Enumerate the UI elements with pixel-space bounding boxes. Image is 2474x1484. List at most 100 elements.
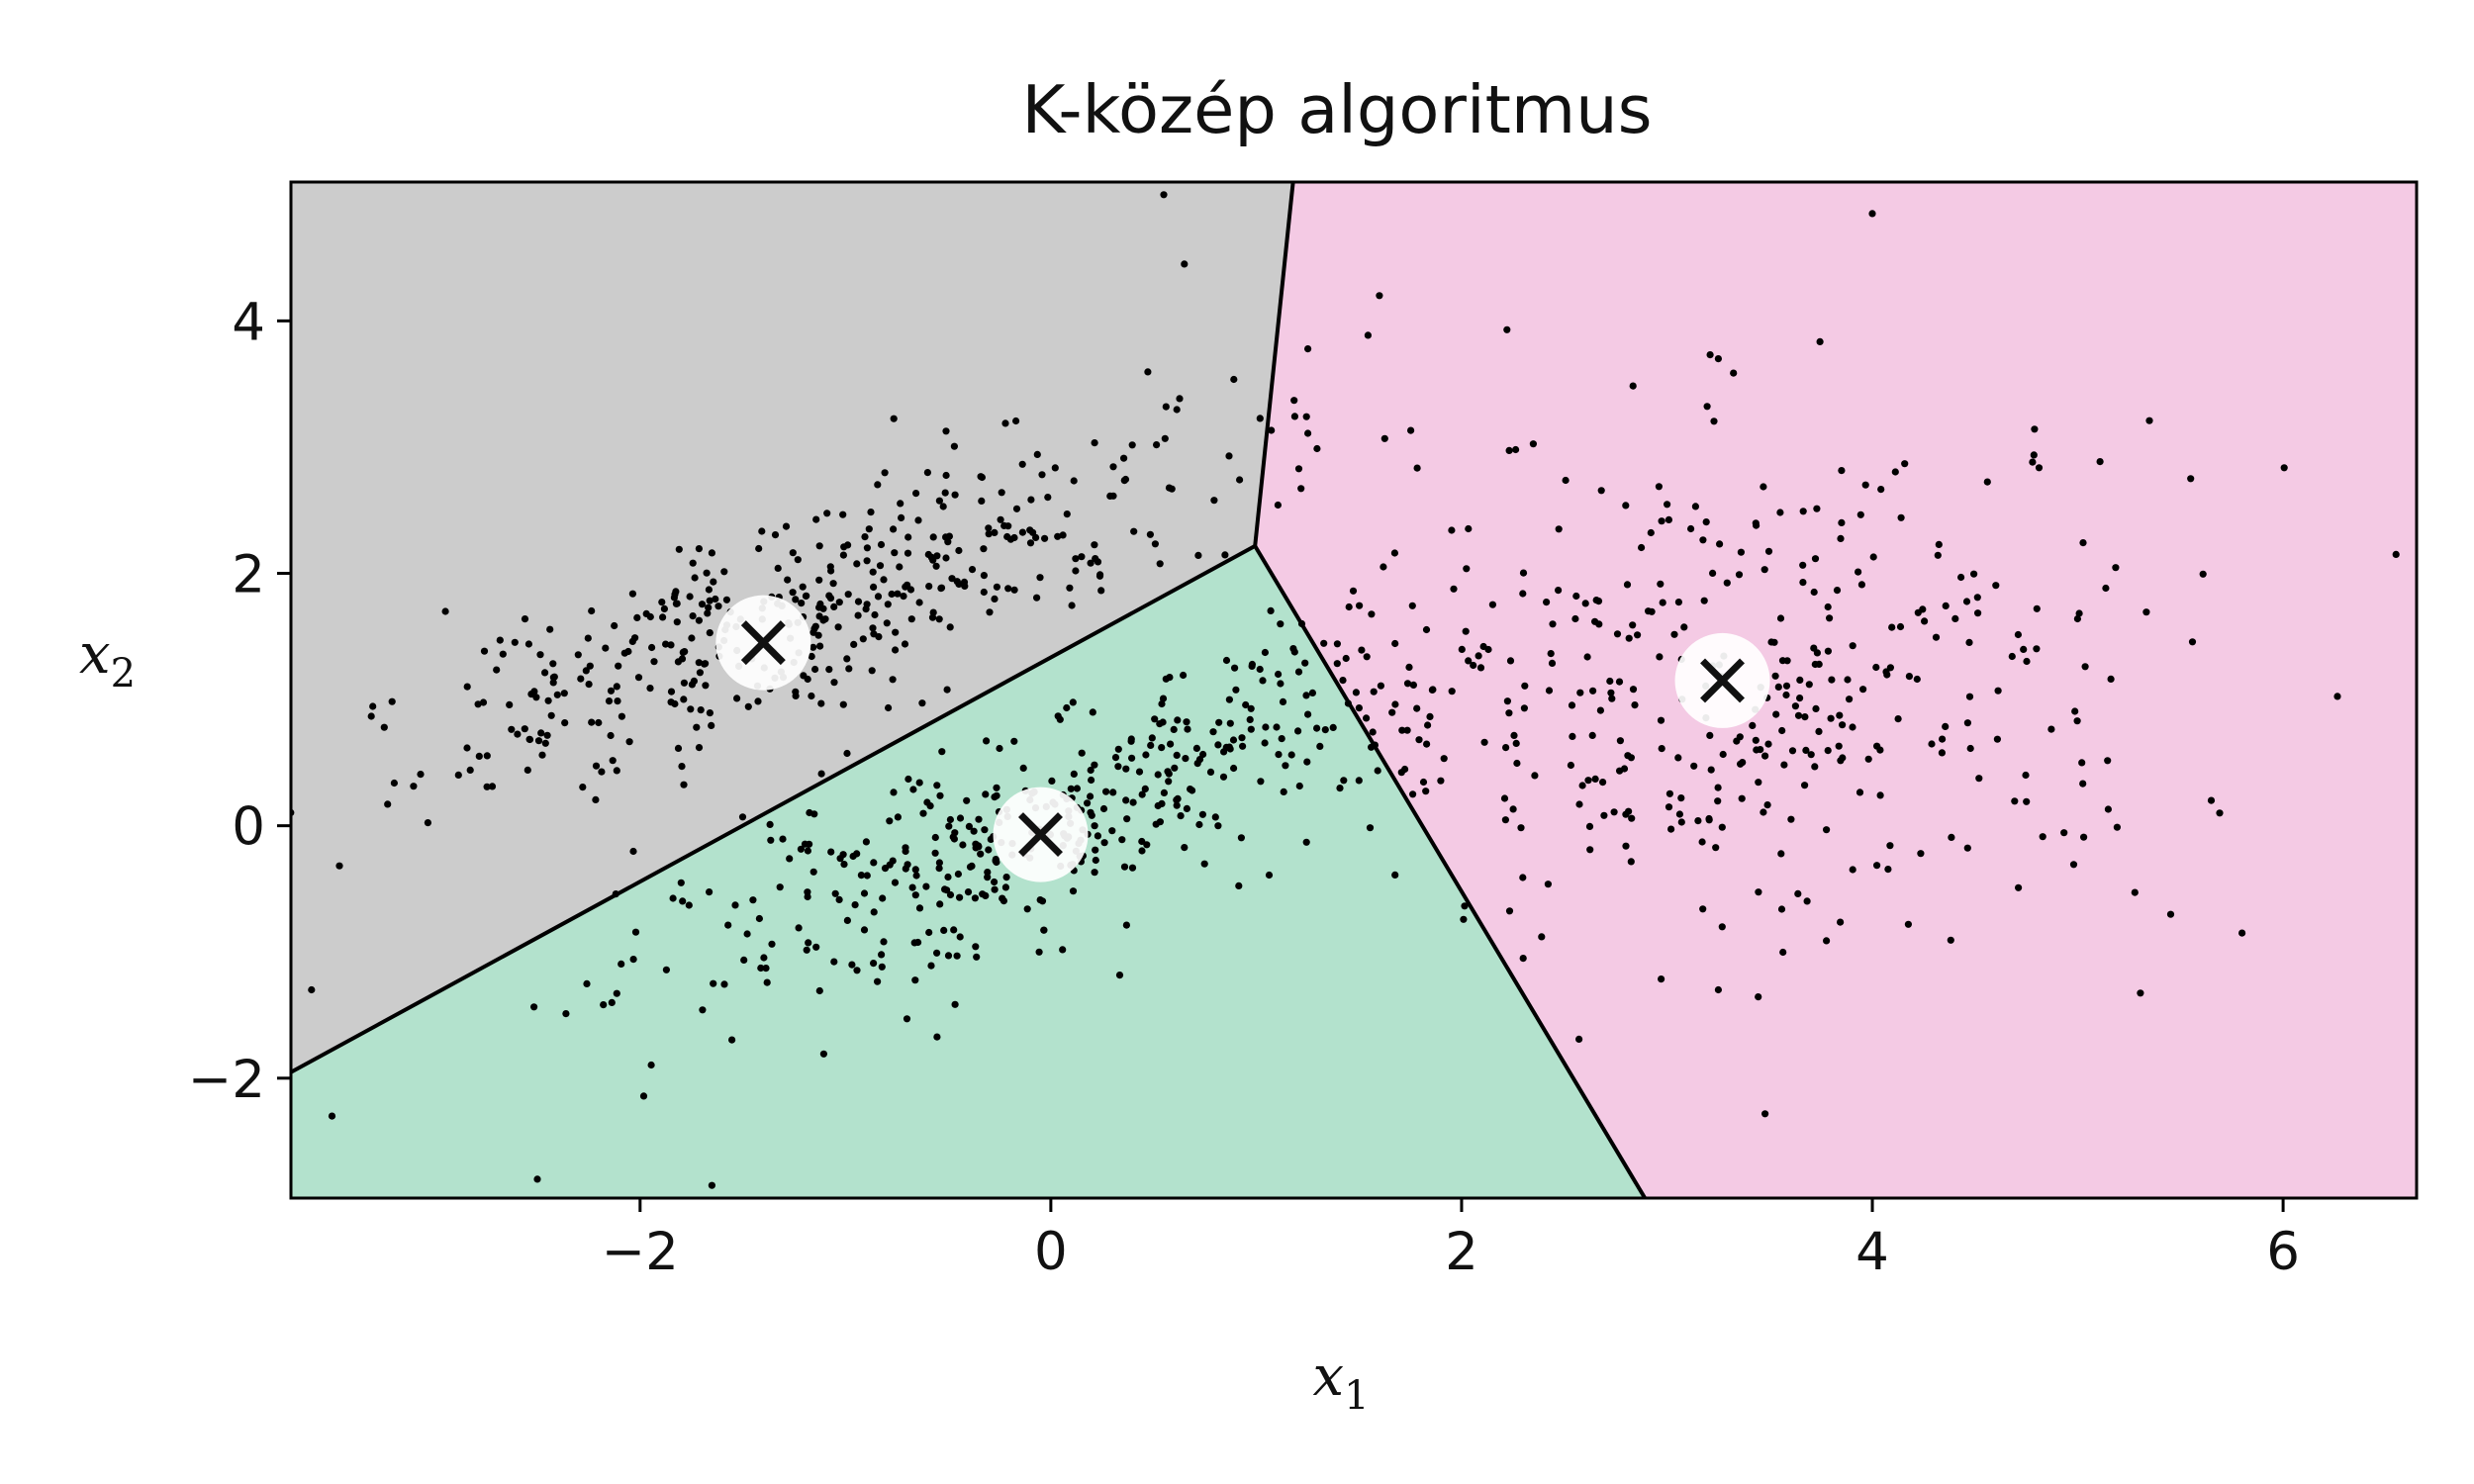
- data-point: [1181, 844, 1189, 852]
- centroid-cross-b-1: [1018, 812, 1063, 858]
- data-point: [1465, 657, 1473, 665]
- data-point: [1068, 602, 1076, 609]
- data-point: [722, 596, 731, 603]
- data-point: [1826, 614, 1834, 622]
- data-point: [685, 901, 693, 909]
- data-point: [1349, 587, 1358, 595]
- data-point: [1437, 777, 1445, 785]
- data-point: [836, 855, 844, 863]
- data-point: [789, 589, 797, 597]
- data-point: [1707, 766, 1715, 774]
- data-point: [1760, 808, 1767, 816]
- data-point: [1846, 696, 1854, 703]
- data-point: [1484, 645, 1492, 654]
- data-point: [786, 855, 794, 863]
- data-point: [1677, 818, 1685, 826]
- data-point: [483, 783, 491, 790]
- data-point: [984, 869, 992, 877]
- data-point: [1730, 369, 1738, 377]
- data-point: [687, 705, 695, 713]
- data-point: [609, 757, 617, 765]
- data-point: [680, 781, 688, 788]
- data-point: [1035, 948, 1043, 956]
- data-point: [980, 572, 989, 580]
- data-point: [1520, 704, 1528, 712]
- data-point: [1776, 509, 1784, 516]
- data-point: [691, 574, 699, 582]
- data-point: [1211, 813, 1219, 821]
- data-point: [942, 471, 950, 480]
- data-point: [933, 949, 941, 957]
- data-point: [1613, 630, 1622, 638]
- data-point: [1355, 704, 1363, 712]
- data-point: [815, 603, 823, 611]
- data-point: [1706, 351, 1714, 359]
- data-point: [1100, 839, 1108, 847]
- data-point: [2039, 833, 2046, 841]
- data-point: [1838, 467, 1846, 475]
- data-point: [2238, 929, 2246, 937]
- data-point: [1390, 549, 1398, 557]
- data-point: [1470, 661, 1477, 670]
- data-point: [863, 872, 871, 880]
- data-point: [688, 681, 697, 689]
- data-point: [2008, 652, 2016, 661]
- x-tick-label: 4: [1856, 1222, 1889, 1282]
- data-point: [1657, 580, 1665, 588]
- data-point: [1753, 521, 1760, 529]
- data-point: [918, 699, 926, 707]
- data-point: [1181, 260, 1189, 268]
- data-point: [968, 566, 977, 574]
- data-point: [1965, 693, 1974, 700]
- data-point: [1838, 518, 1846, 527]
- data-point: [646, 685, 654, 693]
- data-point: [1581, 600, 1589, 607]
- data-point: [1658, 745, 1665, 753]
- data-point: [1106, 492, 1114, 500]
- data-point: [2033, 645, 2041, 653]
- data-point: [1788, 747, 1797, 755]
- data-point: [1115, 972, 1124, 979]
- data-point: [1257, 778, 1265, 786]
- data-point: [1010, 737, 1018, 745]
- data-point: [1942, 722, 1950, 731]
- data-point: [974, 842, 983, 850]
- data-point: [1091, 541, 1098, 549]
- data-point: [1815, 660, 1823, 669]
- data-point: [369, 702, 377, 710]
- data-point: [1767, 638, 1775, 646]
- data-point: [1517, 824, 1525, 832]
- data-point: [561, 719, 569, 727]
- data-point: [863, 557, 871, 565]
- data-point: [1426, 712, 1434, 721]
- data-point: [1215, 718, 1223, 726]
- data-point: [629, 847, 637, 856]
- data-point: [910, 939, 918, 947]
- data-point: [812, 943, 820, 951]
- data-point: [812, 515, 820, 523]
- data-point: [1544, 881, 1552, 888]
- data-point: [1868, 210, 1876, 218]
- data-point: [935, 497, 944, 505]
- data-point: [1038, 471, 1046, 479]
- data-point: [674, 744, 683, 753]
- data-point: [1095, 572, 1104, 580]
- data-point: [667, 688, 676, 696]
- data-point: [1316, 742, 1324, 751]
- data-point: [1151, 540, 1159, 548]
- region-2: [1255, 182, 2417, 1198]
- data-point: [493, 666, 501, 674]
- data-point: [1032, 533, 1040, 542]
- data-point: [1063, 510, 1071, 518]
- data-point: [1873, 862, 1881, 870]
- data-point: [1794, 889, 1802, 898]
- data-point: [839, 551, 848, 559]
- data-point: [914, 516, 922, 524]
- data-point: [2033, 604, 2041, 612]
- voronoi-regions: [291, 182, 2417, 1198]
- data-point: [965, 822, 974, 831]
- data-point: [1174, 794, 1182, 803]
- data-point: [1033, 594, 1041, 602]
- data-point: [480, 647, 489, 655]
- data-point: [677, 879, 685, 886]
